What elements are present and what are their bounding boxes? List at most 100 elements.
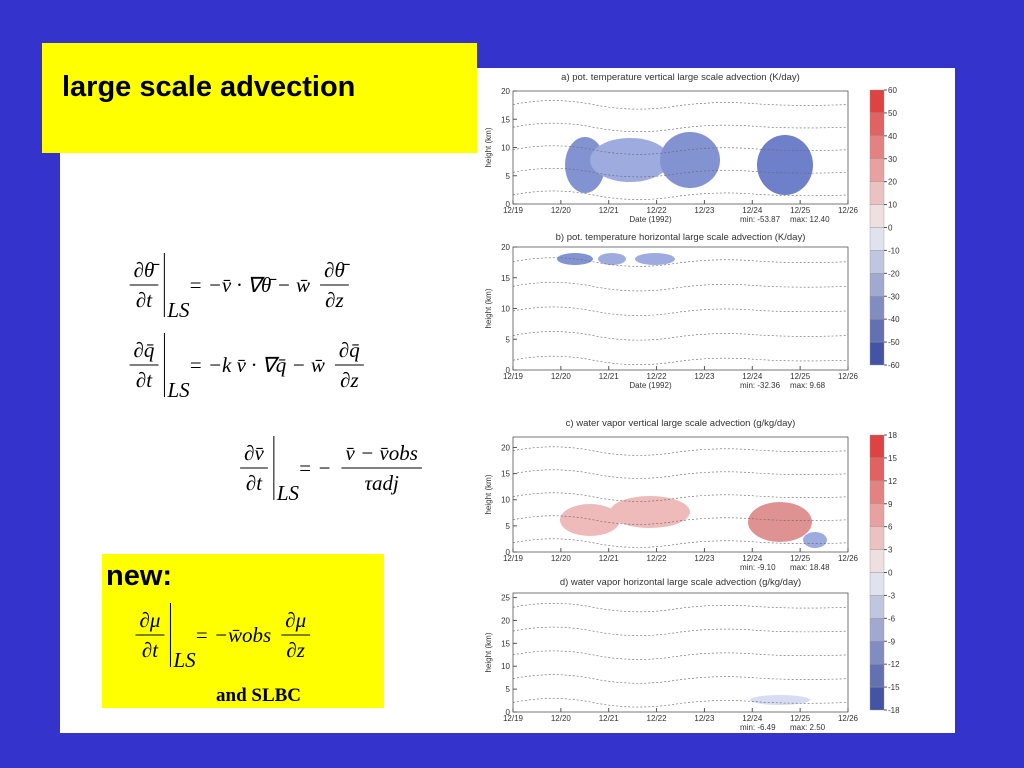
rhs: = −w̄obs [194, 623, 271, 647]
colorbar-label: 6 [888, 523, 893, 532]
y-tick-label: 25 [501, 594, 510, 603]
numerator: ∂μ [140, 608, 161, 632]
blob [557, 253, 593, 265]
rhs: = − [298, 456, 332, 480]
denominator: ∂t [136, 288, 153, 312]
colorbar-label: 30 [888, 155, 897, 164]
x-tick-label: 12/20 [551, 206, 572, 215]
colorbar-label: 3 [888, 546, 893, 555]
max-label: max: 12.40 [790, 215, 830, 224]
contour-line [512, 100, 849, 110]
colorbar-swatch [869, 158, 885, 182]
colorbar-label: -9 [888, 637, 896, 646]
x-tick-label: 12/24 [742, 206, 763, 215]
contour-line [512, 650, 849, 660]
numerator: ∂μ [285, 608, 306, 632]
x-tick-label: 12/25 [790, 554, 811, 563]
blob [803, 532, 827, 548]
x-tick-label: 12/21 [599, 372, 620, 381]
x-tick-label: 12/19 [503, 372, 524, 381]
rhs: = −k v̄ · ∇q̄ − w̄ [188, 353, 324, 377]
denominator: ∂z [340, 368, 359, 392]
y-tick-label: 10 [501, 144, 510, 153]
colorbar-swatch [869, 273, 885, 297]
y-tick-label: 20 [501, 87, 510, 96]
x-tick-label: 12/26 [838, 554, 859, 563]
colorbar-swatch [869, 89, 885, 114]
contour-line [512, 331, 849, 341]
blob [660, 132, 720, 188]
y-tick-label: 5 [506, 335, 511, 344]
colorbar-swatch [869, 341, 885, 366]
x-tick-label: 12/21 [599, 714, 620, 723]
x-tick-label: 12/24 [742, 372, 763, 381]
colorbar-swatch [869, 250, 885, 274]
contour-line [512, 602, 849, 613]
colorbar-label: -18 [888, 706, 900, 715]
colorbar-label: -3 [888, 591, 896, 600]
colorbar-label: -50 [888, 338, 900, 347]
x-tick-label: 12/26 [838, 206, 859, 215]
x-tick-label: 12/22 [647, 554, 668, 563]
blob [590, 138, 670, 182]
title-box [42, 43, 477, 153]
y-axis-label: height (km) [484, 127, 493, 167]
subscript: LS [276, 481, 300, 505]
x-axis-label: Date (1992) [629, 381, 672, 390]
denominator: ∂t [246, 471, 263, 495]
x-tick-label: 12/21 [599, 206, 620, 215]
contour-line [512, 145, 849, 155]
colorbar-swatch [869, 572, 885, 596]
x-tick-label: 12/23 [694, 714, 715, 723]
x-tick-label: 12/26 [838, 714, 859, 723]
colorbar-swatch [869, 457, 885, 482]
contour-line [512, 306, 849, 316]
panel-title: b) pot. temperature horizontal large sca… [556, 232, 806, 243]
y-tick-label: 10 [501, 305, 510, 314]
x-tick-label: 12/19 [503, 206, 524, 215]
x-tick-label: 12/19 [503, 714, 524, 723]
slide-title: large scale advection [62, 71, 355, 103]
max-label: max: 18.48 [790, 563, 830, 572]
x-tick-label: 12/20 [551, 714, 572, 723]
contour-fills [557, 132, 827, 705]
colorbar-swatch [869, 112, 885, 137]
contour-line [512, 282, 849, 292]
y-tick-label: 20 [501, 443, 510, 452]
y-axis-label: height (km) [484, 632, 493, 672]
contour-line [512, 698, 849, 708]
numerator: ∂v̄ [244, 441, 264, 465]
colorbar-label: 18 [888, 431, 897, 440]
x-axis-label: Date (1992) [629, 215, 672, 224]
subscript: LS [172, 648, 196, 672]
contour-line [512, 538, 849, 548]
y-tick-label: 5 [506, 685, 511, 694]
x-tick-label: 12/19 [503, 554, 524, 563]
x-tick-label: 12/26 [838, 372, 859, 381]
y-tick-label: 15 [501, 274, 510, 283]
colorbar-label: -15 [888, 683, 900, 692]
colorbar-swatch [869, 434, 885, 459]
colorbar-label: -10 [888, 246, 900, 255]
colorbar-swatch [869, 663, 885, 688]
colorbar-label: -40 [888, 315, 900, 324]
y-tick-label: 0 [506, 708, 511, 717]
y-tick-label: 10 [501, 496, 510, 505]
colorbar-label: 50 [888, 109, 897, 118]
colorbar-label: -60 [888, 361, 900, 370]
blob [757, 135, 813, 195]
colorbar-label: -30 [888, 292, 900, 301]
colorbar-swatch [869, 641, 885, 665]
colorbar-swatch [869, 503, 885, 527]
contour-line [512, 492, 849, 502]
contour-line [512, 446, 849, 456]
panel-title: c) water vapor vertical large scale adve… [566, 418, 796, 429]
colorbar-swatch [869, 296, 885, 320]
contour-line [512, 190, 849, 200]
denominator: τadj [365, 471, 400, 495]
x-tick-label: 12/23 [694, 372, 715, 381]
numerator: v̄ − v̄obs [345, 441, 418, 465]
denominator: ∂z [286, 638, 305, 662]
colorbar-label: -6 [888, 614, 896, 623]
